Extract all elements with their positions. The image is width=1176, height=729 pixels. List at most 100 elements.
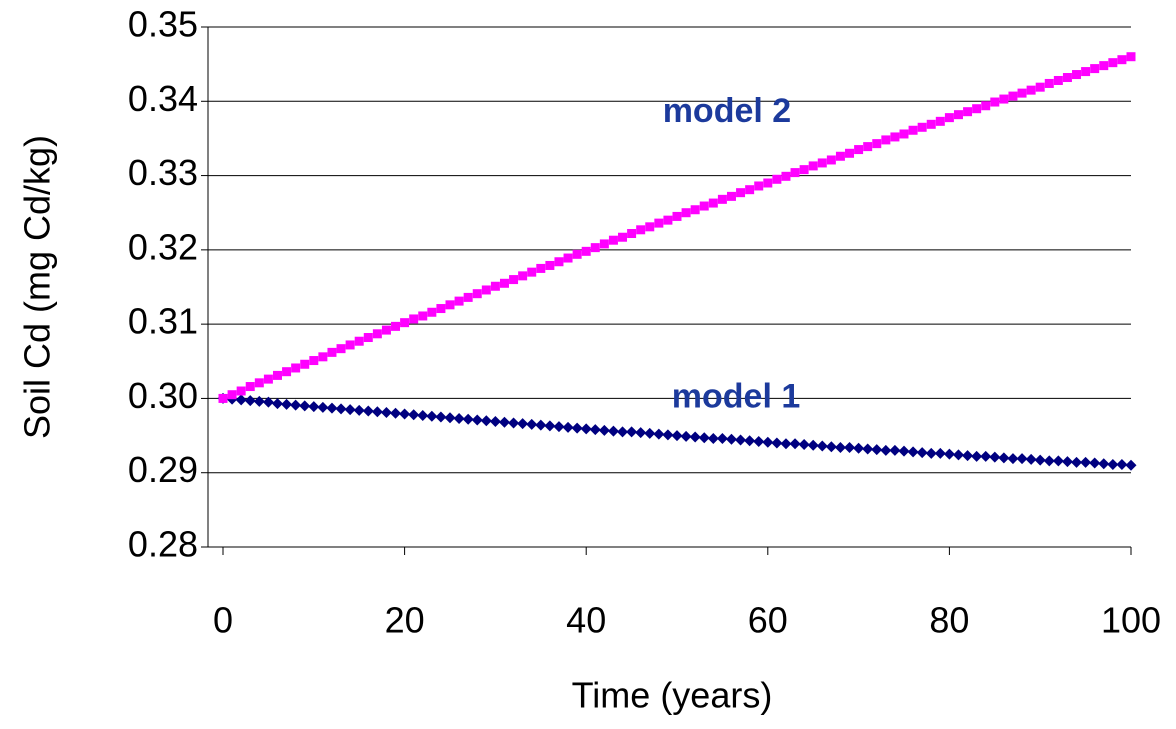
square-marker	[400, 318, 410, 328]
square-marker	[263, 374, 273, 384]
square-marker	[808, 161, 818, 171]
diamond-marker	[725, 433, 737, 445]
square-marker	[654, 218, 664, 228]
diamond-marker	[889, 444, 901, 456]
diamond-marker	[753, 436, 765, 448]
square-marker	[472, 289, 482, 299]
diamond-marker	[362, 405, 374, 417]
diamond-marker	[771, 437, 783, 449]
square-marker	[409, 314, 419, 324]
square-marker	[981, 101, 991, 111]
square-marker	[254, 378, 264, 388]
diamond-marker	[1125, 459, 1137, 471]
diamond-marker	[453, 412, 465, 424]
square-marker	[527, 267, 537, 277]
square-marker	[318, 352, 328, 362]
square-marker	[1072, 70, 1082, 80]
x-tick-label: 40	[566, 600, 606, 641]
diamond-marker	[1034, 454, 1046, 466]
square-marker	[300, 359, 310, 369]
square-marker	[963, 107, 973, 117]
diamond-marker	[943, 448, 955, 460]
square-marker	[845, 148, 855, 158]
diamond-marker	[862, 443, 874, 455]
x-tick-label: 0	[213, 600, 233, 641]
diamond-marker	[1043, 455, 1055, 467]
square-marker	[890, 132, 900, 142]
square-marker	[1017, 88, 1027, 98]
diamond-marker	[562, 421, 574, 433]
x-tick-label: 80	[929, 600, 969, 641]
y-tick-label: 0.35	[128, 4, 198, 45]
square-marker	[881, 135, 891, 145]
diamond-marker	[553, 421, 565, 433]
square-marker	[763, 178, 773, 188]
square-marker	[935, 116, 945, 126]
square-marker	[799, 165, 809, 175]
square-marker	[917, 122, 927, 132]
diamond-marker	[1080, 456, 1092, 468]
diamond-marker	[299, 400, 311, 412]
diamond-marker	[780, 438, 792, 450]
square-marker	[754, 181, 764, 191]
diamond-marker	[707, 433, 719, 445]
square-marker	[1053, 75, 1063, 85]
square-marker	[581, 246, 591, 256]
x-axis-title: Time (years)	[572, 675, 773, 716]
diamond-marker	[1016, 453, 1028, 465]
square-marker	[563, 253, 573, 263]
square-marker	[1126, 52, 1136, 62]
diamond-marker	[380, 407, 392, 419]
square-marker	[327, 347, 337, 357]
diamond-marker	[680, 430, 692, 442]
square-marker	[490, 281, 500, 291]
x-tick-label: 60	[748, 600, 788, 641]
x-tick-label: 100	[1101, 600, 1161, 641]
square-marker	[908, 125, 918, 135]
diamond-marker	[798, 438, 810, 450]
diamond-marker	[598, 424, 610, 436]
diamond-marker	[989, 451, 1001, 463]
diamond-marker	[789, 438, 801, 450]
diamond-marker	[235, 394, 247, 406]
diamond-marker	[435, 411, 447, 423]
diamond-marker	[426, 410, 438, 422]
square-marker	[309, 356, 319, 366]
diamond-marker	[281, 398, 293, 410]
diamond-marker	[825, 441, 837, 453]
diamond-marker	[1007, 453, 1019, 465]
diamond-marker	[253, 395, 265, 407]
square-marker	[636, 225, 646, 235]
diamond-marker	[925, 447, 937, 459]
diamond-marker	[744, 435, 756, 447]
diamond-marker	[1107, 459, 1119, 471]
square-marker	[454, 296, 464, 306]
square-marker	[872, 139, 882, 149]
diamond-marker	[653, 428, 665, 440]
diamond-marker	[1089, 457, 1101, 469]
x-tick-label: 20	[385, 600, 425, 641]
diamond-marker	[1052, 455, 1064, 467]
square-marker	[427, 307, 437, 317]
square-marker	[381, 325, 391, 335]
diamond-marker	[735, 434, 747, 446]
square-marker	[745, 185, 755, 195]
diamond-marker	[399, 408, 411, 420]
diamond-marker	[617, 426, 629, 438]
square-marker	[1117, 55, 1127, 65]
y-tick-label: 0.34	[128, 78, 198, 119]
diamond-marker	[489, 415, 501, 427]
square-marker	[291, 363, 301, 373]
square-marker	[499, 278, 509, 288]
diamond-marker	[626, 426, 638, 438]
square-marker	[245, 382, 255, 392]
square-marker	[717, 194, 727, 204]
diamond-marker	[1116, 459, 1128, 471]
square-marker	[627, 229, 637, 239]
diamond-marker	[880, 444, 892, 456]
diamond-marker	[471, 414, 483, 426]
square-marker	[354, 336, 364, 346]
square-marker	[445, 300, 455, 310]
diamond-marker	[462, 413, 474, 425]
square-marker	[972, 104, 982, 114]
